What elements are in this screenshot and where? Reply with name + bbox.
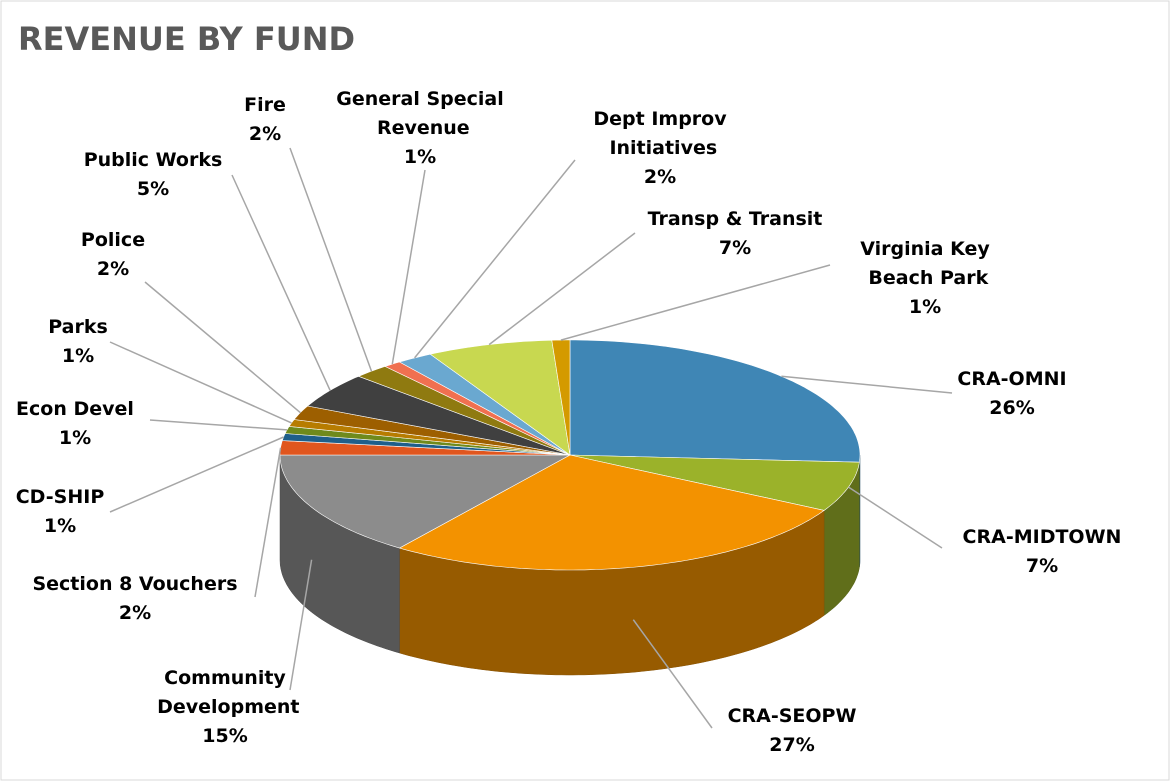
leader-line bbox=[781, 375, 953, 394]
category-label: CRA-SEOPW bbox=[728, 705, 857, 727]
value-label: 1% bbox=[62, 345, 94, 367]
value-label: 2% bbox=[644, 166, 676, 188]
pie-slice bbox=[398, 353, 571, 456]
category-label: Community Development bbox=[150, 667, 299, 718]
category-label: CD-SHIP bbox=[16, 486, 105, 508]
category-label: Econ Devel bbox=[16, 398, 134, 420]
value-label: 7% bbox=[719, 237, 751, 259]
leader-line bbox=[144, 281, 301, 414]
value-label: 1% bbox=[44, 515, 76, 537]
leader-line bbox=[848, 486, 943, 549]
leader-line bbox=[289, 559, 313, 691]
category-label: CRA-MIDTOWN bbox=[963, 526, 1122, 548]
category-label: Public Works bbox=[84, 149, 223, 171]
leader-line bbox=[109, 436, 284, 513]
value-label: 27% bbox=[769, 734, 814, 756]
leader-line bbox=[289, 147, 373, 372]
leader-line bbox=[231, 174, 331, 391]
value-label: 1% bbox=[404, 146, 436, 168]
leader-line bbox=[109, 341, 292, 424]
category-label: Police bbox=[81, 229, 145, 251]
category-label: Parks bbox=[48, 316, 108, 338]
leader-line bbox=[560, 264, 831, 341]
category-label: Virginia Key Beach Park bbox=[860, 238, 990, 289]
category-label: CRA-OMNI bbox=[957, 368, 1066, 390]
category-label: Transp & Transit bbox=[648, 208, 823, 230]
chart-title: REVENUE BY FUND bbox=[18, 20, 355, 58]
leader-line bbox=[414, 159, 576, 359]
pie-slice bbox=[398, 454, 825, 571]
category-label: Section 8 Vouchers bbox=[32, 573, 237, 595]
leader-line bbox=[488, 232, 636, 346]
value-label: 2% bbox=[249, 123, 281, 145]
pie-slice bbox=[279, 454, 571, 549]
value-label: 1% bbox=[909, 296, 941, 318]
value-label: 2% bbox=[119, 602, 151, 624]
value-label: 2% bbox=[97, 258, 129, 280]
value-label: 7% bbox=[1026, 555, 1058, 577]
value-label: 1% bbox=[59, 427, 91, 449]
value-label: 15% bbox=[202, 725, 247, 747]
leader-line bbox=[632, 619, 713, 729]
leader-line bbox=[149, 419, 288, 431]
leader-line bbox=[254, 447, 282, 598]
value-label: 26% bbox=[989, 397, 1034, 419]
category-label: Dept Improv Initiatives bbox=[593, 108, 727, 159]
leader-line bbox=[391, 169, 426, 365]
category-label: Fire bbox=[244, 94, 286, 116]
value-label: 5% bbox=[137, 178, 169, 200]
category-label: General Special Revenue bbox=[336, 88, 504, 139]
